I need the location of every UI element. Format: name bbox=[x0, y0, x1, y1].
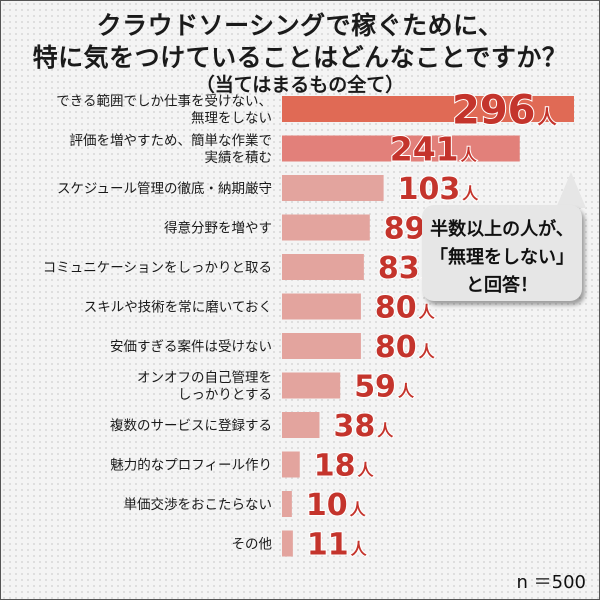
category-label-9: 複数のサービスに登録する bbox=[110, 417, 272, 434]
chart-subtitle: （当てはまるもの全て） bbox=[195, 74, 405, 96]
bar-10 bbox=[282, 451, 300, 478]
value-label-2: 241 人 bbox=[390, 129, 478, 168]
category-label-1: できる範囲でしか仕事を受けない、無理をしない bbox=[56, 94, 272, 127]
category-label-4: 得意分野を増やす bbox=[164, 220, 272, 237]
bar-12 bbox=[282, 530, 293, 557]
bar-9 bbox=[282, 412, 320, 438]
value-label-8: 59 人 bbox=[354, 369, 415, 404]
bar-2 bbox=[282, 135, 520, 162]
bar-6 bbox=[282, 293, 361, 320]
callout-text-line-1: 半数以上の人が、 bbox=[430, 219, 574, 240]
category-label-7: 安価すぎる案件は受けない bbox=[110, 338, 272, 355]
category-label-12: その他 bbox=[232, 537, 273, 553]
value-label-11: 10 人 bbox=[306, 488, 367, 523]
category-label-8: オンオフの自己管理をしっかりとする bbox=[137, 370, 272, 403]
category-label-5: コミュニケーションをしっかりと取る bbox=[43, 260, 272, 276]
bar-7 bbox=[282, 333, 361, 359]
category-label-10: 魅力的なプロフィール作り bbox=[110, 458, 272, 474]
bar-1 bbox=[282, 96, 574, 122]
callout-tail bbox=[556, 172, 586, 208]
bar-5 bbox=[282, 254, 364, 280]
bar-4 bbox=[282, 214, 370, 241]
value-label-9: 38 人 bbox=[333, 409, 394, 444]
value-label-10: 18 人 bbox=[314, 448, 375, 483]
chart-title-line-2: 特に気をつけていることはどんなことですか？ bbox=[32, 43, 568, 72]
value-label-7: 80 人 bbox=[375, 330, 436, 365]
category-label-2: 評価を増やすため、簡単な作業で実績を積む bbox=[70, 133, 273, 166]
sample-size-note: n ＝500 bbox=[516, 572, 587, 593]
value-label-12: 11 人 bbox=[307, 527, 368, 562]
chart-title-line-1: クラウドソーシングで稼ぐために、 bbox=[96, 11, 504, 40]
category-label-6: スキルや技術を常に磨いておく bbox=[84, 300, 272, 316]
bar-3 bbox=[282, 175, 384, 201]
annotation-callout: 半数以上の人が、 「無理をしない」 と回答！ bbox=[422, 205, 582, 301]
category-label-11: 単価交渉をおこたらない bbox=[124, 496, 273, 513]
value-label-1: 296 人 bbox=[452, 87, 558, 133]
callout-text-line-2: 「無理をしない」 bbox=[430, 247, 574, 268]
bar-11 bbox=[282, 491, 292, 517]
callout-text-line-3: と回答！ bbox=[466, 275, 538, 296]
bar-8 bbox=[282, 372, 341, 399]
value-label-3: 103 人 bbox=[398, 172, 480, 207]
category-label-3: スケジュール管理の徹底・納期厳守 bbox=[57, 181, 272, 197]
